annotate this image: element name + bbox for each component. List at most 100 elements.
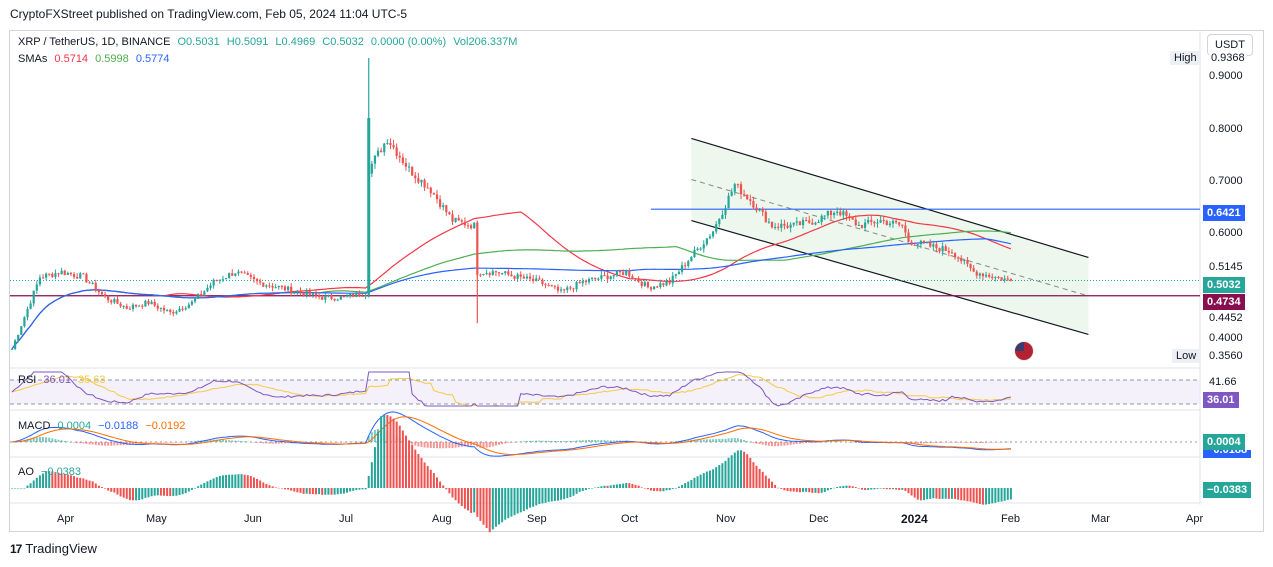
- ao-histogram-bar: [771, 481, 774, 488]
- candle-body: [252, 276, 256, 280]
- candle-body: [634, 278, 637, 280]
- candle-body: [767, 221, 771, 223]
- candle-body: [960, 258, 963, 262]
- candle-body: [733, 184, 736, 192]
- candle-body: [445, 205, 448, 213]
- ao-histogram-bar: [712, 469, 715, 488]
- candle-body: [975, 271, 978, 276]
- currency-button[interactable]: USDT: [1207, 34, 1253, 56]
- price-tick: 0.4452: [1209, 312, 1243, 324]
- ao-histogram-bar: [135, 488, 138, 501]
- ao-histogram-bar: [457, 488, 460, 504]
- candle-body: [901, 224, 904, 226]
- ao-histogram-bar: [615, 484, 618, 488]
- macd-histogram-bar: [252, 442, 255, 443]
- macd-histogram-bar: [169, 442, 172, 443]
- ao-histogram-bar: [870, 488, 873, 490]
- rsi-level-label: 41.66: [1209, 376, 1237, 388]
- candle-body: [159, 307, 163, 309]
- us-flag-icon[interactable]: [1014, 341, 1034, 361]
- macd-histogram-bar: [11, 442, 13, 443]
- ao-histogram-bar: [330, 488, 333, 495]
- macd-histogram-bar: [467, 442, 470, 447]
- candle-body: [339, 296, 342, 300]
- price-tick: 0.8000: [1209, 123, 1243, 135]
- ao-histogram-bar: [541, 488, 544, 504]
- candle-body: [457, 217, 460, 221]
- macd-histogram-bar: [833, 441, 836, 442]
- support-price-label: 0.4734: [1203, 294, 1245, 310]
- candle-body: [181, 308, 184, 310]
- candle-body: [702, 244, 705, 249]
- macd-histogram-bar: [237, 440, 240, 442]
- ao-histogram-bar: [895, 488, 898, 490]
- macd-histogram-bar: [1009, 441, 1012, 443]
- macd-histogram-bar: [826, 441, 829, 443]
- ao-histogram-bar: [547, 488, 550, 502]
- ao-histogram-bar: [119, 488, 122, 497]
- macd-histogram-bar: [811, 442, 814, 443]
- macd-histogram-bar: [256, 442, 259, 443]
- macd-histogram-bar: [51, 438, 54, 442]
- macd-histogram-bar: [954, 442, 957, 443]
- time-tick: Apr: [57, 513, 75, 525]
- high-tag: High: [1170, 51, 1201, 65]
- candle-body: [913, 244, 916, 246]
- ao-histogram-bar: [833, 487, 836, 489]
- candle-body: [739, 184, 743, 195]
- candle-body: [600, 275, 603, 279]
- candle-body: [978, 273, 981, 276]
- ao-histogram-bar: [296, 488, 299, 493]
- ao-histogram-bar: [501, 488, 504, 523]
- macd-histogram-bar: [823, 441, 826, 443]
- time-tick: Nov: [716, 513, 736, 525]
- ao-histogram-bar: [290, 488, 293, 491]
- macd-histogram-bar: [606, 440, 609, 442]
- candle-body: [128, 308, 131, 310]
- tradingview-brand[interactable]: 17 TradingView: [10, 541, 97, 556]
- macd-histogram-bar: [327, 442, 330, 443]
- ao-histogram-bar: [26, 485, 29, 488]
- ao-histogram-bar: [845, 485, 848, 488]
- ao-histogram-bar: [876, 488, 879, 489]
- macd-histogram-bar: [69, 441, 72, 443]
- ao-histogram-bar: [91, 481, 94, 488]
- candle-body: [479, 274, 482, 276]
- macd-histogram-bar: [777, 442, 780, 447]
- candle-body: [63, 270, 66, 275]
- macd-signal-line: [11, 416, 1011, 455]
- macd-line: [11, 411, 1011, 457]
- macd-histogram-bar: [786, 442, 789, 446]
- candle-body: [721, 214, 724, 219]
- ao-histogram-bar: [110, 488, 113, 492]
- candle-body: [141, 305, 144, 307]
- time-tick: Apr: [1186, 513, 1204, 525]
- ao-histogram-bar: [476, 488, 479, 517]
- ao-histogram-bar: [612, 484, 615, 488]
- macd-histogram-bar: [116, 442, 119, 446]
- macd-histogram-bar: [367, 435, 370, 442]
- candle-body: [215, 279, 218, 281]
- ao-histogram-bar: [739, 450, 742, 488]
- candle-body: [100, 292, 104, 295]
- macd-histogram-bar: [519, 441, 522, 442]
- macd-histogram-bar: [420, 442, 423, 447]
- candle-body: [988, 274, 991, 277]
- macd-histogram-bar: [488, 442, 491, 448]
- candle-body: [404, 162, 408, 167]
- candle-body: [777, 226, 780, 228]
- ao-histogram-bar: [932, 488, 935, 499]
- ao-histogram-bar: [364, 488, 367, 490]
- macd-histogram-bar: [225, 440, 228, 442]
- ao-histogram-bar: [29, 483, 32, 488]
- candle-body: [302, 292, 305, 296]
- macd-histogram-bar: [150, 442, 153, 443]
- ao-histogram-bar: [463, 488, 466, 509]
- candle-body: [603, 275, 606, 277]
- candle-body: [237, 271, 240, 274]
- ao-histogram-bar: [308, 488, 311, 494]
- ao-histogram-bar: [79, 477, 82, 488]
- ao-histogram-bar: [653, 488, 656, 492]
- candle-body: [94, 282, 97, 291]
